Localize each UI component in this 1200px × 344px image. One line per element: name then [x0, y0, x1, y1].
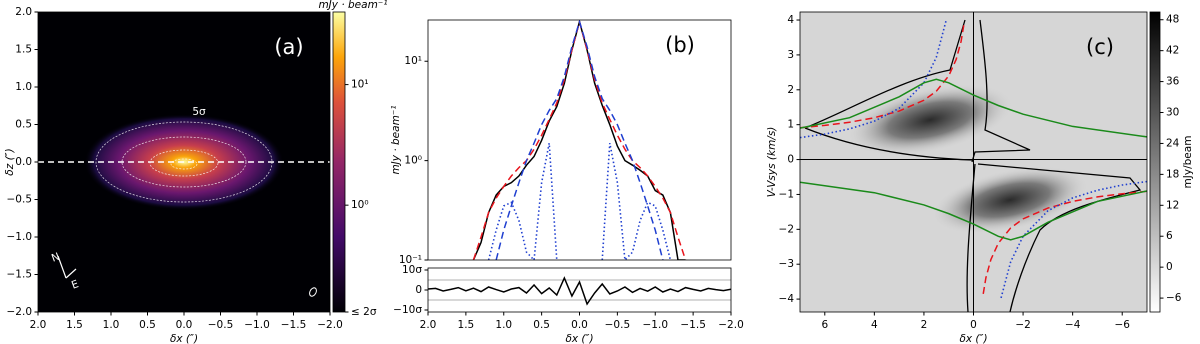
y-tick-label: 2: [787, 84, 794, 96]
series-line: [800, 78, 1147, 138]
x-tick-label: −2.0: [718, 319, 744, 331]
series-line: [428, 276, 731, 306]
x-tick-label: 0.5: [139, 319, 156, 331]
x-tick-label: 2.0: [420, 319, 437, 331]
x-tick-label: 6: [821, 319, 828, 331]
x-tick-label: −4: [1065, 319, 1081, 331]
colorbar-frame: [1149, 11, 1161, 313]
colorbar-tick-label: 48: [1166, 14, 1179, 26]
y-tick-label: 10σ: [402, 264, 422, 276]
y-tick-label: 4: [787, 14, 794, 26]
colorbar-tick-label: 0: [1166, 261, 1173, 273]
y-tick-label: 0.0: [15, 156, 32, 168]
colorbar-frame: [332, 11, 346, 313]
x-tick-label: 2.0: [30, 319, 47, 331]
x-axis-label: δx (″): [959, 333, 987, 344]
beam: [309, 287, 317, 297]
compass: [57, 255, 77, 279]
x-tick-label: −1.0: [244, 319, 270, 331]
y-tick-label: 0.5: [15, 119, 32, 131]
x-tick-label: 1.0: [103, 319, 120, 331]
plot-area: [800, 12, 1147, 312]
pv-contour: [804, 19, 1031, 163]
x-tick-label: −2: [1015, 319, 1030, 331]
x-tick-label: −1.0: [643, 319, 669, 331]
panel-label: (a): [274, 35, 303, 59]
y-tick-label: −1.5: [7, 269, 33, 281]
colorbar-tick-label: 30: [1166, 107, 1179, 119]
series-line: [800, 181, 1147, 241]
x-tick-label: 1.5: [458, 319, 475, 331]
colorbar-tick-label: 42: [1166, 45, 1179, 57]
panel-label: (c): [1086, 35, 1114, 59]
y-tick-label: −0.5: [7, 194, 33, 206]
series-line: [999, 180, 1147, 300]
y-tick-label: −10σ: [393, 304, 422, 316]
axes-frame: [427, 19, 732, 261]
colorbar-label: mJy/beam: [1182, 136, 1194, 189]
x-tick-label: 1.0: [495, 319, 512, 331]
x-tick-label: 0.5: [533, 319, 550, 331]
y-tick-label: −2: [779, 223, 794, 235]
contour-label: 5σ: [192, 106, 206, 118]
y-tick-label: 10¹: [404, 55, 422, 67]
y-tick-label: −4: [779, 293, 795, 305]
axes-frame: [427, 267, 732, 313]
colorbar-tick-label: ≤ 2σ: [351, 306, 377, 318]
y-tick-label: 1.0: [15, 81, 32, 93]
series-line: [800, 19, 948, 139]
colorbar-tick-label: 10⁰: [351, 199, 369, 211]
panel-label: (b): [665, 33, 695, 57]
colorbar: [333, 12, 345, 312]
series-line: [487, 142, 672, 260]
colorbar-tick-label: −6: [1166, 292, 1182, 304]
x-tick-label: −2.0: [317, 319, 343, 331]
colorbar-label: mJy · beam⁻¹: [318, 0, 387, 11]
y-tick-label: 0: [415, 284, 422, 296]
x-axis-label: δx (″): [170, 333, 198, 344]
y-tick-label: 10⁰: [404, 155, 422, 167]
x-axis-label: δx (″): [565, 333, 593, 344]
series-line: [981, 190, 1147, 298]
y-tick-label: 1: [787, 119, 794, 131]
x-tick-label: 0.0: [571, 319, 588, 331]
x-tick-label: 2: [921, 319, 928, 331]
x-tick-label: −6: [1114, 319, 1130, 331]
colorbar-tick-label: 12: [1166, 199, 1179, 211]
y-tick-label: 3: [787, 49, 794, 61]
y-tick-label: 0: [787, 154, 794, 166]
colorbar: [1150, 12, 1160, 312]
y-axis-label: V-Vsys (km/s): [766, 127, 778, 198]
plot-area: [472, 20, 687, 260]
x-tick-label: 1.5: [66, 319, 83, 331]
y-tick-label: −1: [779, 188, 794, 200]
y-tick-label: −3: [779, 258, 794, 270]
colorbar-tick-label: 18: [1166, 168, 1179, 180]
x-tick-label: −1.5: [680, 319, 706, 331]
y-axis-label: mJy · beam⁻¹: [390, 105, 402, 174]
compass-label: E: [70, 278, 80, 292]
y-tick-label: −2.0: [7, 306, 33, 318]
y-axis-label: δz (″): [4, 148, 16, 175]
colorbar-tick-label: 36: [1166, 76, 1180, 88]
x-tick-label: 4: [871, 319, 878, 331]
x-tick-label: −0.5: [605, 319, 631, 331]
series-line: [800, 21, 966, 129]
x-tick-label: −0.5: [208, 319, 234, 331]
y-tick-label: −1.0: [7, 231, 33, 243]
y-tick-label: 1.5: [15, 44, 32, 56]
x-tick-label: 0.0: [176, 319, 193, 331]
series-line: [495, 20, 664, 260]
y-tick-label: 10⁻¹: [399, 254, 422, 266]
y-tick-label: 2.0: [15, 6, 32, 18]
x-tick-label: 0: [970, 319, 977, 331]
plot-area: [428, 276, 731, 306]
x-tick-label: −1.5: [281, 319, 307, 331]
colorbar-tick-label: 24: [1166, 137, 1180, 149]
compass-label: N: [50, 251, 61, 265]
colorbar-tick-label: 6: [1166, 230, 1173, 242]
colorbar-tick-label: 10¹: [351, 79, 369, 91]
